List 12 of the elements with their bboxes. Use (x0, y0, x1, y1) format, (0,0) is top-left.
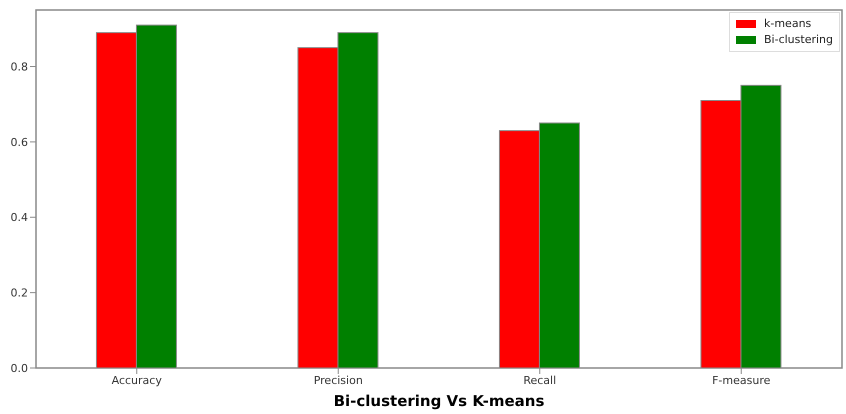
legend-label: Bi-clustering (764, 32, 833, 48)
x-tick-label: Accuracy (112, 374, 162, 387)
y-tick-label: 0.4 (10, 211, 28, 224)
x-tick-label: Recall (523, 374, 556, 387)
y-tick-label: 0.6 (10, 136, 28, 149)
y-tick-label: 0.0 (10, 362, 28, 375)
legend-label: k-means (764, 16, 812, 32)
x-axis-title: Bi-clustering Vs K-means (334, 392, 544, 410)
y-tick-label: 0.2 (10, 286, 28, 300)
x-tick-label: Precision (314, 374, 363, 387)
y-tick-label: 0.8 (10, 60, 28, 74)
x-tick-label: F-measure (712, 374, 771, 387)
